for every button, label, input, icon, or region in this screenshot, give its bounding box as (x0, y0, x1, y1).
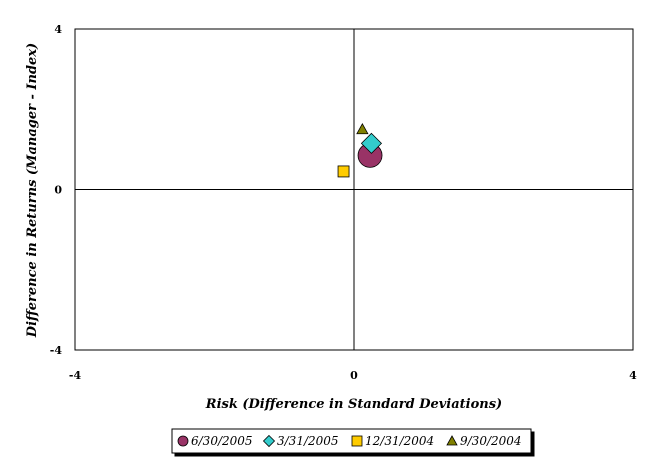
y-tick-label: 4 (54, 23, 62, 36)
legend-marker-square (351, 435, 363, 447)
data-point-triangle (356, 122, 369, 135)
legend-label: 6/30/2005 (191, 434, 253, 448)
x-tick-label: -4 (69, 369, 82, 382)
legend-label: 12/31/2004 (365, 434, 434, 448)
legend: 6/30/2005 3/31/2005 12/31/2004 9/30/2004 (171, 428, 532, 454)
y-tick-label: -4 (50, 344, 63, 357)
legend-marker-circle (177, 435, 189, 447)
x-axis-title: Risk (Difference in Standard Deviations) (205, 397, 502, 412)
legend-marker-triangle (446, 435, 458, 446)
y-tick-label: 0 (54, 184, 62, 197)
legend-label: 3/31/2005 (277, 434, 339, 448)
x-tick-label: 0 (350, 369, 358, 382)
legend-box (171, 428, 532, 454)
legend-label: 9/30/2004 (460, 434, 522, 448)
legend-marker-diamond (262, 434, 276, 448)
data-point-diamond (360, 132, 383, 154)
y-axis-title: Difference in Returns (Manager - Index) (25, 43, 40, 338)
data-point-square (337, 165, 350, 178)
x-tick-label: 4 (629, 369, 637, 382)
